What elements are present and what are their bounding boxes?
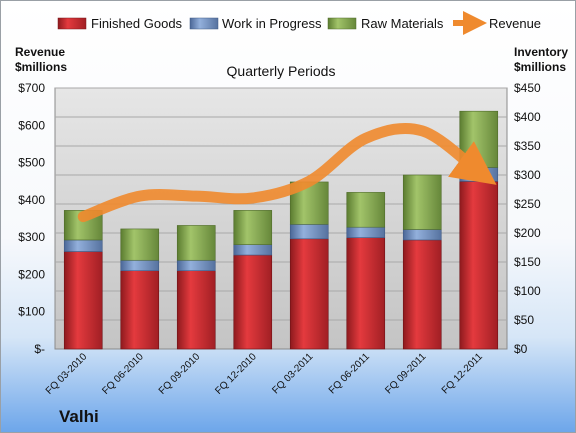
bar-raw-materials	[176, 225, 216, 261]
bar-raw-materials	[346, 192, 386, 228]
y-right-tick-label: $250	[514, 197, 541, 211]
y-left-tick-label: $200	[18, 267, 45, 281]
bar-finished-goods	[176, 270, 216, 350]
legend-label-revenue: Revenue	[489, 16, 541, 31]
legend: Finished Goods Work in Progress Raw Mate…	[57, 11, 541, 35]
y-right-title-line1: Inventory	[514, 45, 568, 59]
y-right-tick-label: $400	[514, 110, 541, 124]
x-axis: FQ 03-2010 FQ 06-2010 FQ 09-2010 FQ 12-2010…	[44, 351, 485, 397]
x-tick-label: FQ 06-2010	[100, 351, 146, 397]
legend-swatch-work-in-progress	[189, 17, 219, 30]
y-left-tick-label: $-	[34, 342, 45, 356]
revenue-series	[77, 123, 497, 223]
y-left-tick-label: $400	[18, 193, 45, 207]
y-right-tick-label: $100	[514, 284, 541, 298]
y-right-tick-label: $50	[514, 313, 534, 327]
x-tick-label: FQ 12-2011	[440, 351, 485, 396]
y-right-tick-label: $450	[514, 81, 541, 95]
legend-label-raw-materials: Raw Materials	[361, 16, 444, 31]
bar-work-in-progress	[120, 259, 160, 272]
legend-label-work-in-progress: Work in Progress	[222, 16, 322, 31]
bar-finished-goods	[233, 254, 273, 350]
y-right-tick-label: $300	[514, 168, 541, 182]
y-left-title-line1: Revenue	[15, 45, 65, 59]
x-tick-label: FQ 09-2010	[157, 351, 203, 397]
bars	[63, 110, 499, 350]
legend-swatch-raw-materials	[327, 17, 357, 30]
revenue-line	[77, 123, 497, 223]
y-left-axis: $- $100 $200 $300 $400 $500 $600 $700	[18, 81, 45, 356]
x-tick-label: FQ 09-2011	[383, 351, 428, 396]
bar-work-in-progress	[176, 259, 216, 272]
y-right-tick-label: $0	[514, 342, 528, 356]
x-tick-label: FQ 06-2011	[327, 351, 372, 396]
bar-finished-goods	[120, 270, 160, 350]
y-right-tick-label: $150	[514, 255, 541, 269]
bar-finished-goods	[346, 237, 386, 350]
bar-finished-goods	[459, 181, 499, 350]
legend-swatch-finished-goods	[57, 17, 87, 30]
bar-work-in-progress	[346, 226, 386, 238]
y-left-tick-label: $100	[18, 305, 45, 319]
x-tick-label: FQ 12-2010	[213, 351, 259, 397]
legend-label-finished-goods: Finished Goods	[91, 16, 183, 31]
y-left-tick-label: $700	[18, 81, 45, 95]
x-tick-label: FQ 03-2010	[44, 351, 90, 397]
y-right-title-line2: $millions	[514, 60, 566, 74]
bar-finished-goods	[402, 239, 442, 350]
y-left-tick-label: $500	[18, 156, 45, 170]
bar-work-in-progress	[63, 239, 103, 252]
bar-raw-materials	[233, 210, 273, 245]
bar-work-in-progress	[402, 229, 442, 241]
chart-title: Quarterly Periods	[227, 63, 336, 79]
y-left-title-line2: $millions	[15, 60, 67, 74]
y-left-tick-label: $600	[18, 118, 45, 132]
company-name: Valhi	[59, 407, 99, 426]
x-tick-label: FQ 03-2011	[270, 351, 315, 396]
bar-finished-goods	[289, 238, 329, 350]
bar-work-in-progress	[233, 244, 273, 256]
y-right-tick-label: $350	[514, 139, 541, 153]
bar-finished-goods	[63, 251, 103, 350]
bar-work-in-progress	[289, 224, 329, 240]
bar-raw-materials	[120, 228, 160, 261]
y-left-tick-label: $300	[18, 230, 45, 244]
bar-raw-materials	[402, 174, 442, 230]
y-right-tick-label: $200	[514, 226, 541, 240]
y-right-axis: $0 $50 $100 $150 $200 $250 $300 $350 $400 $450	[514, 81, 541, 356]
